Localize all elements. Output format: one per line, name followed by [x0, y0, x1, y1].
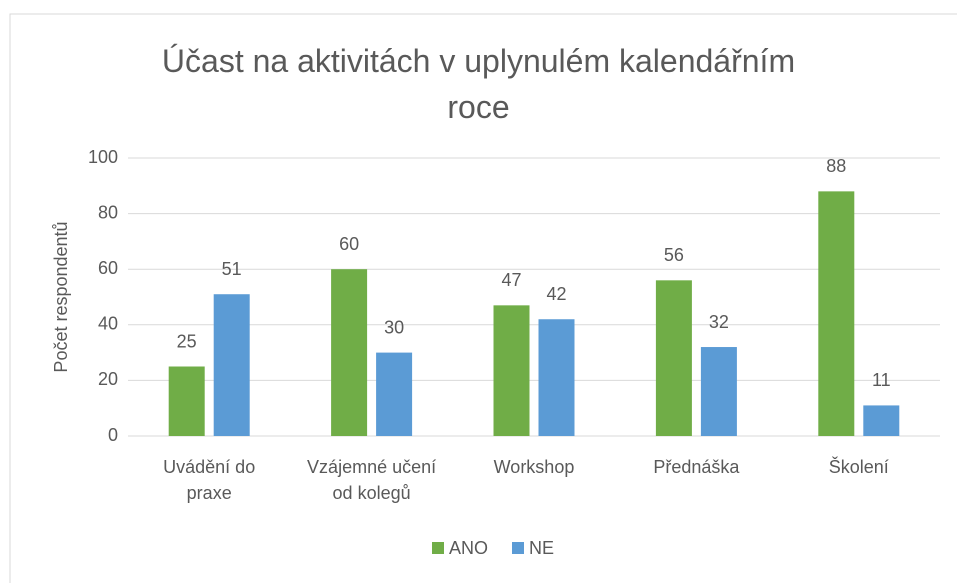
chart-title: Účast na aktivitách v uplynulém kalendář… — [161, 43, 796, 126]
data-label: 60 — [339, 234, 359, 254]
bar — [538, 319, 575, 436]
data-label: 47 — [501, 270, 521, 290]
data-label: 56 — [664, 245, 684, 265]
x-tick-label: Vzájemné učení od kolegů — [307, 457, 437, 504]
y-tick-label: 0 — [108, 425, 118, 445]
x-tick-label: Školení — [828, 457, 889, 477]
x-tick-label: Uvádění do praxe — [163, 457, 256, 504]
bar — [493, 305, 530, 436]
legend-swatch — [512, 542, 524, 554]
bar — [700, 347, 737, 436]
data-label: 32 — [709, 312, 729, 332]
legend-label: ANO — [449, 538, 488, 558]
chart-frame — [9, 13, 957, 583]
legend-swatch — [432, 542, 444, 554]
y-tick-label: 40 — [98, 314, 118, 334]
data-label: 11 — [872, 370, 891, 390]
bar — [655, 280, 692, 436]
bar — [376, 352, 413, 436]
data-label: 88 — [826, 156, 846, 176]
legend-label: NE — [529, 538, 554, 558]
y-tick-label: 100 — [88, 147, 118, 167]
bar — [818, 191, 855, 436]
data-label: 42 — [546, 284, 566, 304]
data-label: 51 — [222, 259, 242, 279]
y-tick-label: 80 — [98, 202, 118, 222]
data-label: 25 — [177, 331, 197, 351]
y-axis-title: Počet respondentů — [51, 221, 71, 372]
bar — [213, 294, 250, 436]
bar — [863, 405, 900, 436]
x-tick-label: Workshop — [493, 457, 575, 477]
bar — [168, 366, 205, 436]
bar — [331, 269, 368, 436]
x-tick-label: Přednáška — [653, 457, 740, 477]
y-tick-label: 60 — [98, 258, 118, 278]
y-tick-label: 20 — [98, 369, 118, 389]
data-label: 30 — [384, 317, 404, 337]
